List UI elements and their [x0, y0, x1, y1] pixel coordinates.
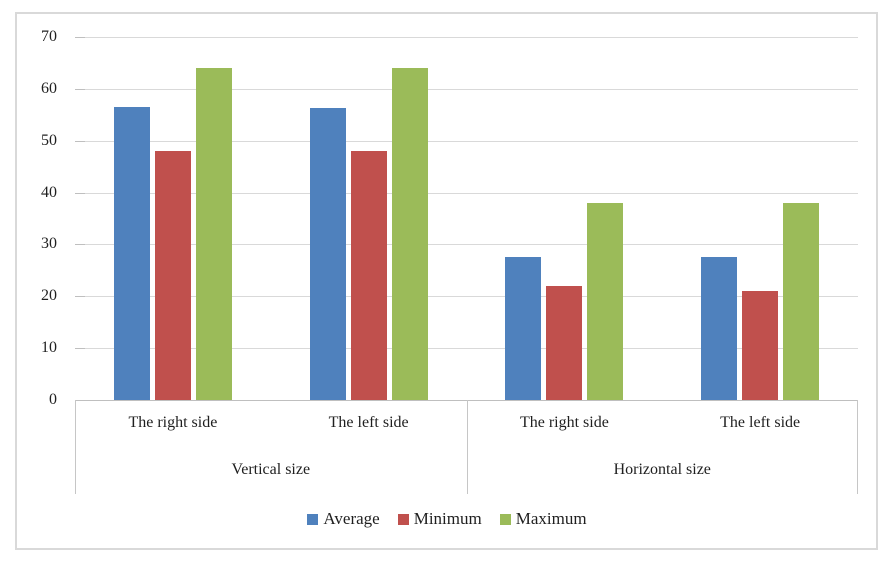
gridline-70	[75, 37, 858, 38]
y-tick-mark	[75, 348, 85, 350]
bar-group-3	[467, 37, 663, 400]
y-tick-mark	[75, 192, 85, 194]
bar-average-4	[701, 257, 738, 400]
legend-swatch-icon	[397, 513, 409, 525]
category-divider-3	[857, 400, 858, 494]
gridline-20	[75, 296, 858, 298]
gridline-50	[75, 140, 858, 142]
legend-item-minimum: Minimum	[397, 509, 482, 529]
category-label-4: The left side	[720, 414, 801, 431]
category-divider-1	[75, 400, 76, 494]
y-tick-mark	[75, 244, 85, 246]
bar-maximum-1	[195, 68, 232, 400]
bar-minimum-3	[546, 285, 583, 400]
y-axis-label-0: 0	[49, 391, 57, 408]
bar-minimum-4	[742, 291, 779, 400]
category-label-1: The right side	[128, 414, 218, 431]
category-divider-2	[466, 400, 468, 494]
x-axis: The right side The left side The right sid…	[75, 400, 858, 494]
gridline-40	[75, 192, 858, 194]
bar-maximum-2	[391, 68, 428, 400]
category-label-3: The right side	[519, 414, 609, 431]
gridline-10	[75, 348, 858, 350]
bar-minimum-1	[154, 151, 191, 400]
category-group-labels-row: Vertical size Horizontal size	[75, 446, 858, 494]
y-axis-label-10: 10	[41, 339, 57, 357]
legend-item-maximum: Maximum	[499, 509, 587, 529]
plot-area	[75, 37, 858, 401]
y-tick-mark	[75, 37, 85, 38]
legend-label: Minimum	[413, 509, 482, 528]
bar-group-1	[75, 37, 271, 400]
bar-group-4	[662, 37, 858, 400]
y-tick-mark	[75, 296, 85, 298]
y-axis: 0 10 20 30 40 50 60 70	[18, 28, 57, 408]
y-axis-label-40: 40	[41, 183, 57, 201]
y-tick-mark	[75, 88, 85, 90]
legend-swatch-icon	[307, 513, 319, 525]
bar-maximum-4	[783, 202, 820, 400]
legend-label: Average	[323, 509, 380, 528]
legend-swatch-icon	[499, 513, 511, 525]
category-labels-row: The right side The left side The right sid…	[75, 400, 858, 446]
legend-item-average: Average	[307, 509, 380, 529]
bar-average-2	[309, 108, 346, 400]
y-axis-label-20: 20	[41, 287, 57, 305]
y-axis-label-70: 70	[41, 28, 57, 45]
bar-maximum-3	[587, 202, 624, 400]
y-axis-label-30: 30	[41, 235, 57, 253]
y-tick-mark	[75, 140, 85, 142]
bar-average-3	[505, 257, 542, 400]
legend: Average Minimum Maximum	[0, 509, 894, 529]
category-group-label-1: Vertical size	[231, 461, 311, 478]
y-axis-label-60: 60	[41, 79, 57, 97]
category-group-label-2: Horizontal size	[613, 461, 711, 478]
bar-group-2	[271, 37, 467, 400]
gridline-60	[75, 88, 858, 90]
bar-average-1	[113, 107, 150, 400]
y-axis-label-50: 50	[41, 131, 57, 149]
gridline-30	[75, 244, 858, 246]
bar-minimum-2	[350, 151, 387, 400]
legend-label: Maximum	[515, 509, 587, 528]
category-label-2: The left side	[328, 414, 409, 431]
